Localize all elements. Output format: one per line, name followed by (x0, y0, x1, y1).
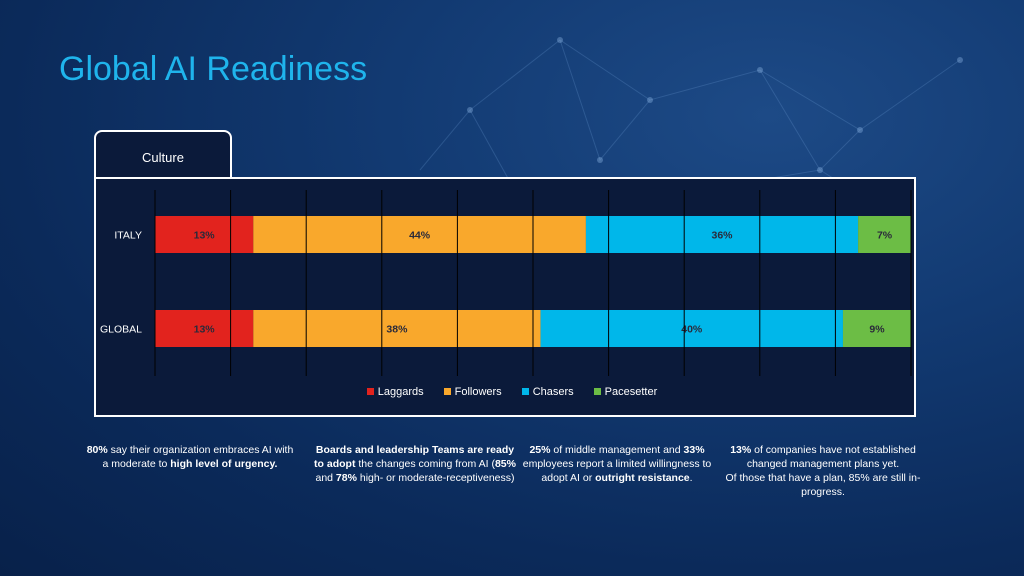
bar-laggards-italy (155, 216, 254, 253)
note-leadership: Boards and leadership Teams are ready to… (310, 443, 520, 485)
data-label: 7% (877, 230, 893, 242)
data-label: 44% (409, 230, 431, 242)
note-emphasis: 25% (529, 444, 551, 456)
data-label: 36% (711, 230, 733, 242)
note-emphasis: 78% (335, 472, 357, 484)
note-emphasis: 13% (730, 444, 752, 456)
bar-pacesetter-italy (858, 216, 911, 253)
note-resistance: 25% of middle management and 33% employe… (512, 443, 722, 485)
legend-swatch (521, 388, 529, 395)
note-text: employees report a limited willingness t… (522, 458, 712, 484)
legend-swatch (443, 388, 451, 395)
data-label: 38% (386, 324, 408, 336)
legend-item-pacesetter: Pacesetter (593, 386, 658, 398)
bar-chasers-italy (585, 216, 859, 253)
note-text: Of those that have a plan, 85% are still… (725, 472, 921, 498)
data-label: 40% (681, 324, 703, 336)
legend-item-laggards: Laggards (366, 386, 424, 398)
bar-laggards-global (155, 310, 254, 347)
legend-label: Laggards (377, 386, 424, 398)
note-text: of middle management and (550, 444, 684, 456)
legend-swatch (366, 388, 374, 395)
note-emphasis: Boards and leadership Teams are ready to… (314, 444, 515, 470)
legend-item-followers: Followers (443, 386, 502, 398)
category-label: GLOBAL (100, 324, 142, 336)
note-urgency: 80% say their organization embraces AI w… (85, 443, 295, 471)
note-text: of companies have not established change… (746, 444, 916, 470)
note-text: the changes coming from AI ( (355, 458, 495, 470)
page-title: Global AI Readiness (59, 50, 368, 88)
legend-swatch (593, 388, 601, 395)
tab-culture[interactable]: Culture (94, 130, 232, 180)
data-label: 9% (869, 324, 885, 336)
bar-followers-italy (253, 216, 586, 253)
data-label: 13% (194, 230, 216, 242)
legend-label: Chasers (532, 386, 574, 398)
note-emphasis: high level of urgency. (170, 458, 278, 470)
category-label: ITALY (114, 230, 142, 242)
bar-followers-global (253, 310, 541, 347)
note-emphasis: outright resistance (595, 472, 690, 484)
note-text: . (689, 472, 693, 484)
legend-item-chasers: Chasers (521, 386, 574, 398)
legend-label: Pacesetter (604, 386, 658, 398)
note-change-plans: 13% of companies have not established ch… (718, 443, 928, 499)
note-text: say their organization embraces AI with … (102, 444, 294, 470)
bar-pacesetter-global (842, 310, 911, 347)
data-label: 13% (194, 324, 216, 336)
note-emphasis: 80% (86, 444, 108, 456)
note-text: high- or moderate-receptiveness) (356, 472, 515, 484)
bar-chasers-global (540, 310, 843, 347)
note-emphasis: 85% (494, 458, 516, 470)
note-emphasis: 33% (683, 444, 705, 456)
note-text: and (315, 472, 336, 484)
legend-label: Followers (454, 386, 502, 398)
chart-legend: Laggards Followers Chasers Pacesetter (0, 386, 1024, 398)
